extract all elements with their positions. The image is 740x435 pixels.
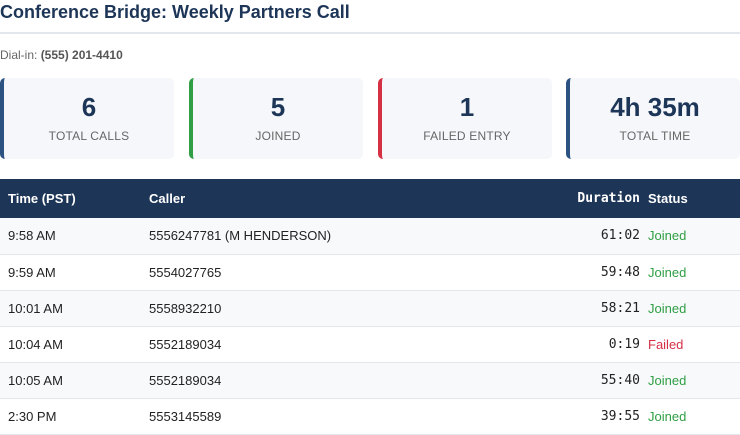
stat-value: 6 bbox=[81, 92, 97, 122]
table-row: 9:59 AM 5554027765 59:48 Joined bbox=[0, 254, 740, 291]
cell-caller: 5552189034 bbox=[149, 326, 556, 363]
cell-time: 2:30 PM bbox=[0, 398, 149, 435]
stat-label: JOINED bbox=[255, 129, 301, 143]
table-header-row: Time (PST) Caller Duration Status bbox=[0, 179, 740, 218]
column-header-duration: Duration bbox=[577, 191, 640, 206]
cell-duration: 58:21 bbox=[556, 290, 648, 327]
column-header-caller: Caller bbox=[149, 191, 186, 206]
stat-value: 4h 35m bbox=[610, 92, 700, 122]
table-row: 9:58 AM 5556247781 (M HENDERSON) 61:02 Join… bbox=[0, 218, 740, 255]
table-row: 10:04 AM 5552189034 0:19 Failed bbox=[0, 326, 740, 363]
cell-caller: 5554027765 bbox=[149, 254, 556, 291]
cell-caller: 5553145589 bbox=[149, 398, 556, 435]
stat-card-joined: 5 JOINED bbox=[189, 78, 363, 159]
cell-status: Failed bbox=[648, 326, 740, 363]
stat-card-total-calls: 6 TOTAL CALLS bbox=[0, 78, 174, 159]
cell-duration: 0:19 bbox=[556, 326, 648, 363]
stats-cards: 6 TOTAL CALLS 5 JOINED 1 FAILED ENTRY 4h… bbox=[0, 78, 740, 159]
page-title: Conference Bridge: Weekly Partners Call bbox=[0, 0, 740, 34]
stat-card-failed-entry: 1 FAILED ENTRY bbox=[378, 78, 552, 159]
cell-status: Joined bbox=[648, 398, 740, 435]
cell-time: 10:01 AM bbox=[0, 290, 149, 327]
cell-time: 10:05 AM bbox=[0, 362, 149, 399]
cell-status: Joined bbox=[648, 362, 740, 399]
cell-time: 10:04 AM bbox=[0, 326, 149, 363]
column-header-time: Time (PST) bbox=[8, 191, 76, 206]
cell-caller: 5552189034 bbox=[149, 362, 556, 399]
dial-in-info: Dial-in: (555) 201-4410 bbox=[0, 48, 123, 62]
stat-value: 5 bbox=[270, 92, 286, 122]
stat-label: TOTAL CALLS bbox=[48, 129, 130, 143]
cell-caller: 5558932210 bbox=[149, 290, 556, 327]
dial-in-number: (555) 201-4410 bbox=[40, 48, 123, 62]
table-row: 2:30 PM 5553145589 39:55 Joined bbox=[0, 398, 740, 435]
cell-duration: 55:40 bbox=[556, 362, 648, 399]
cell-duration: 59:48 bbox=[556, 254, 648, 291]
cell-time: 9:58 AM bbox=[0, 218, 149, 255]
stat-card-total-time: 4h 35m TOTAL TIME bbox=[566, 78, 740, 159]
cell-caller: 5556247781 (M HENDERSON) bbox=[149, 218, 556, 255]
cell-status: Joined bbox=[648, 254, 740, 291]
cell-duration: 61:02 bbox=[556, 218, 648, 255]
cell-duration: 39:55 bbox=[556, 398, 648, 435]
cell-time: 9:59 AM bbox=[0, 254, 149, 291]
column-header-status: Status bbox=[648, 191, 688, 206]
cell-status: Joined bbox=[648, 218, 740, 255]
stat-label: FAILED ENTRY bbox=[423, 129, 511, 143]
stat-value: 1 bbox=[459, 92, 475, 122]
cell-status: Joined bbox=[648, 290, 740, 327]
call-log-table: Time (PST) Caller Duration Status 9:58 A… bbox=[0, 179, 740, 435]
table-row: 10:05 AM 5552189034 55:40 Joined bbox=[0, 362, 740, 399]
stat-label: TOTAL TIME bbox=[619, 129, 691, 143]
table-row: 10:01 AM 5558932210 58:21 Joined bbox=[0, 290, 740, 327]
dial-in-label: Dial-in: bbox=[0, 48, 38, 62]
